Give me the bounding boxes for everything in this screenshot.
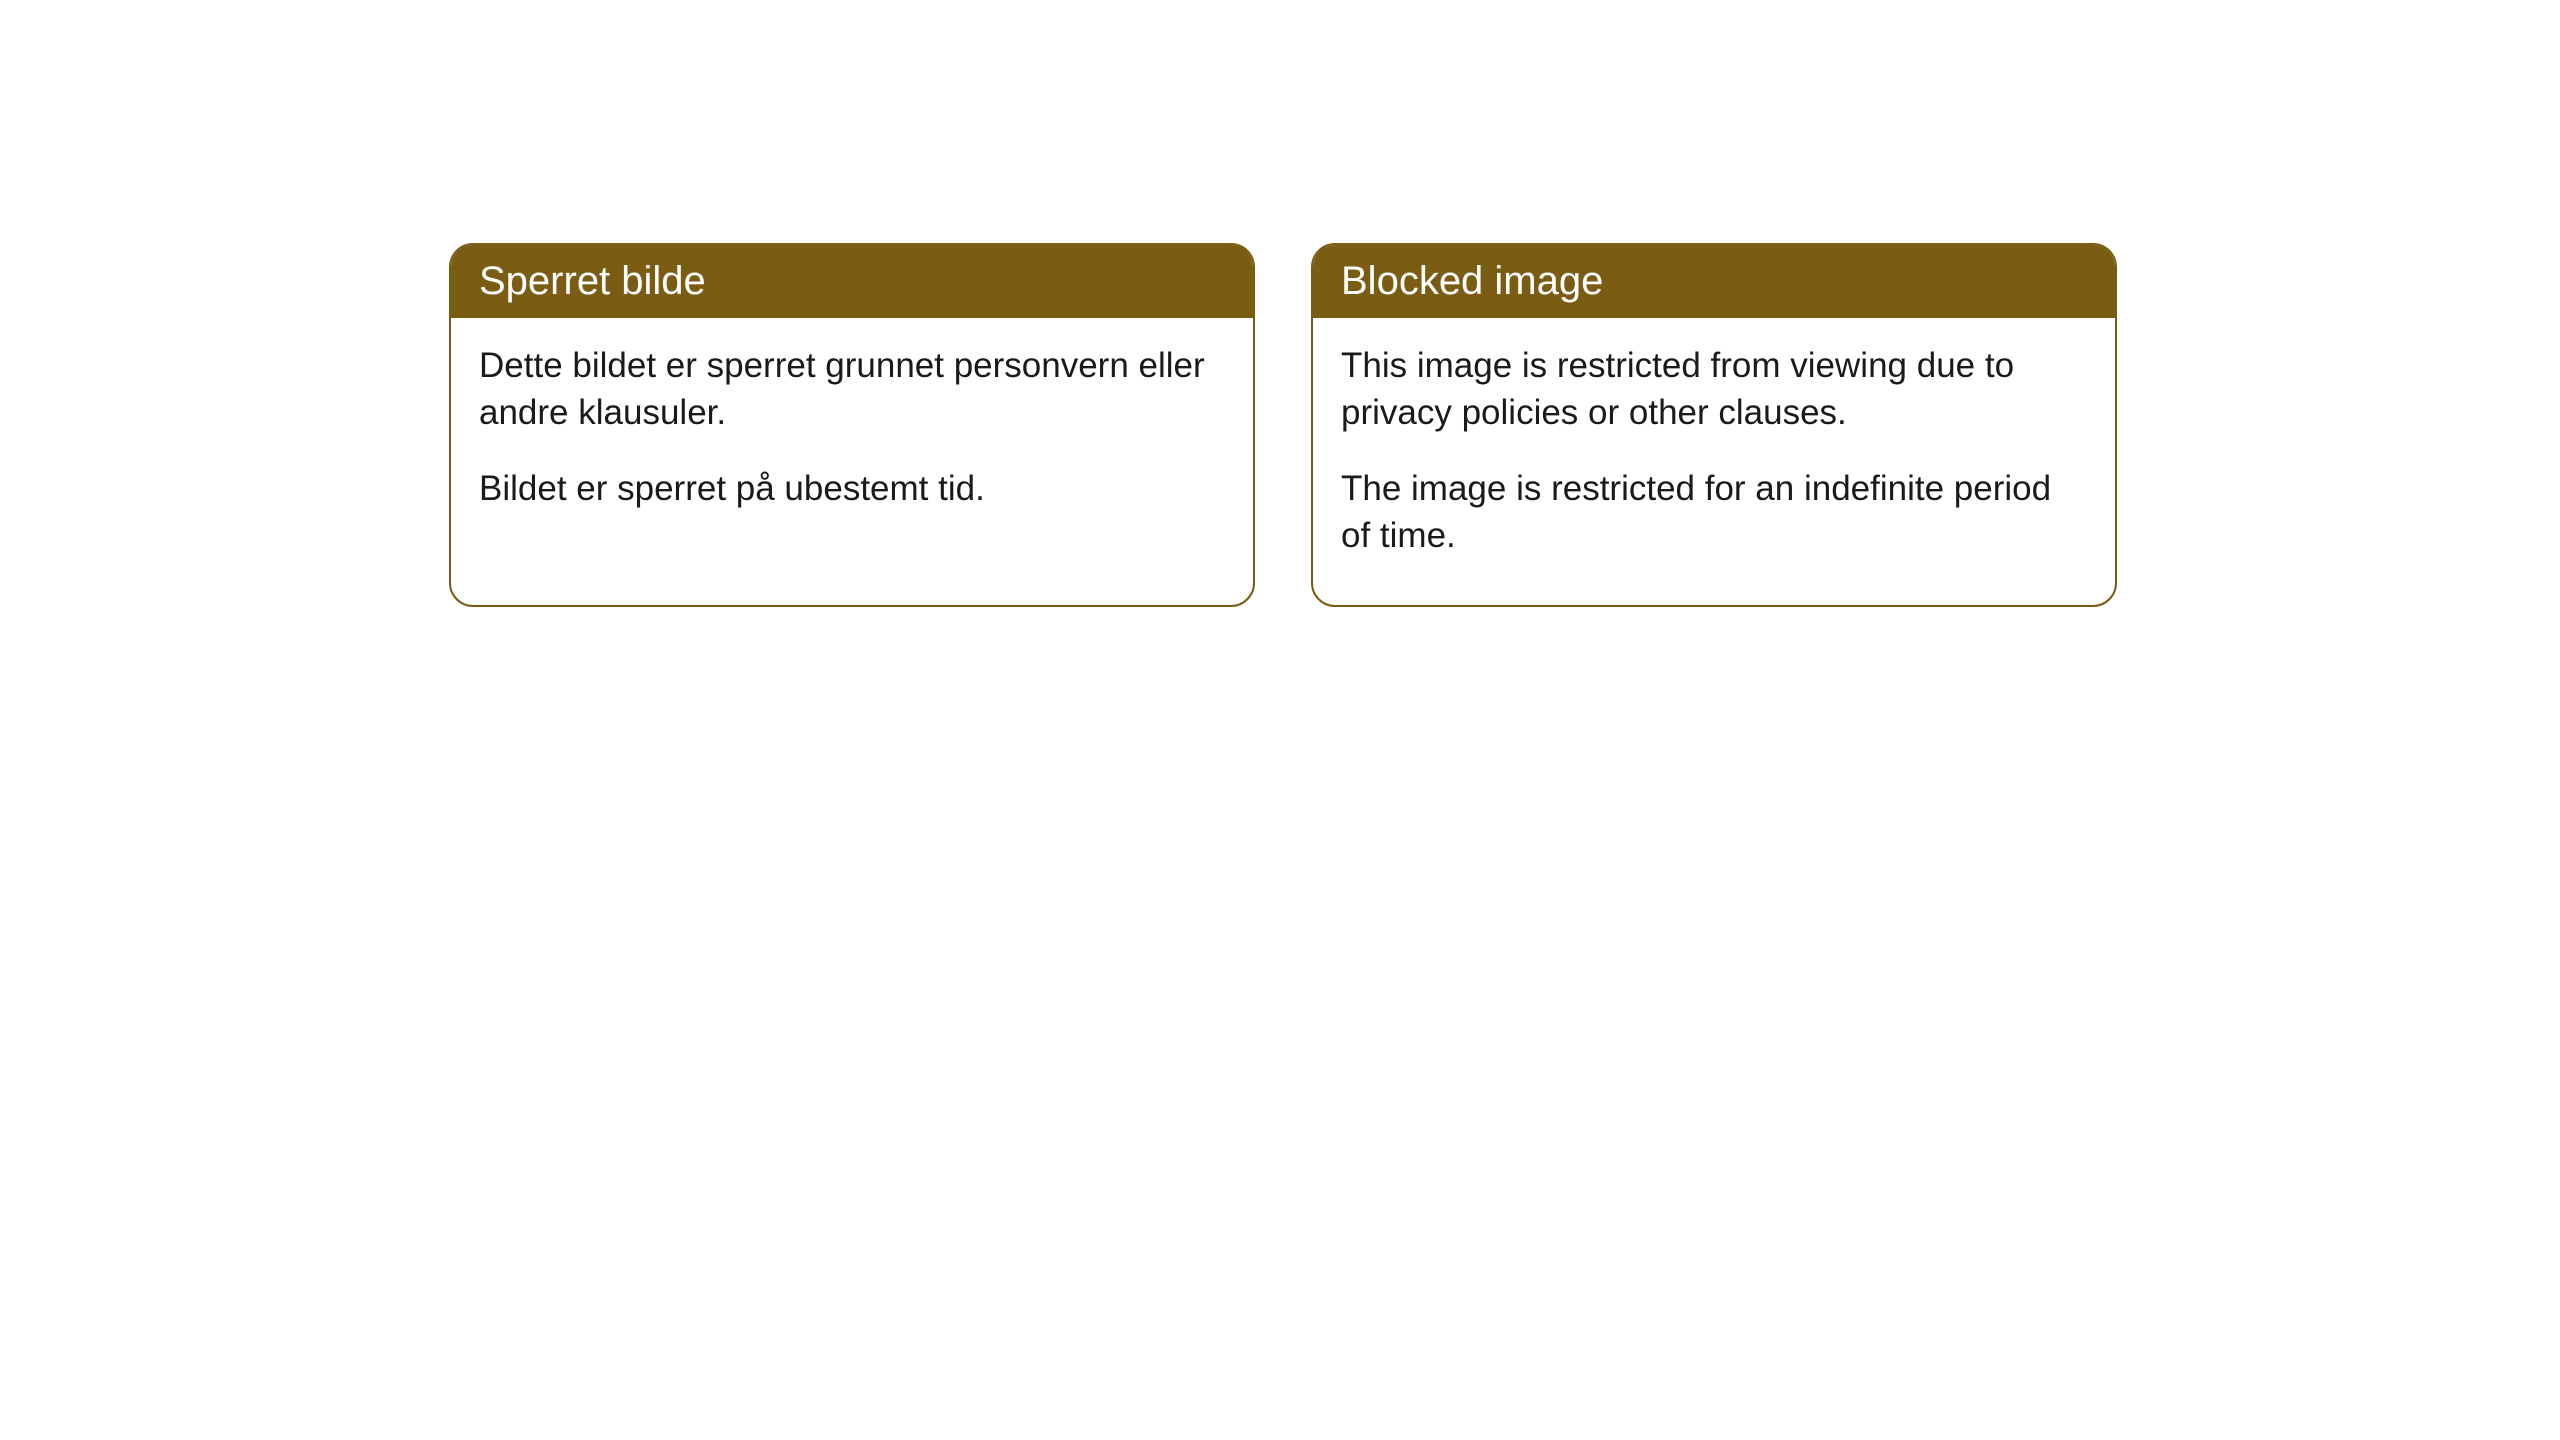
card-paragraph: This image is restricted from viewing du… [1341,342,2087,437]
card-body: This image is restricted from viewing du… [1313,318,2115,605]
notice-card-english: Blocked image This image is restricted f… [1311,243,2117,607]
card-header: Sperret bilde [451,245,1253,318]
card-title: Blocked image [1341,259,1603,303]
card-body: Dette bildet er sperret grunnet personve… [451,318,1253,558]
card-paragraph: Bildet er sperret på ubestemt tid. [479,465,1225,512]
card-title: Sperret bilde [479,259,706,303]
card-paragraph: Dette bildet er sperret grunnet personve… [479,342,1225,437]
notice-card-norwegian: Sperret bilde Dette bildet er sperret gr… [449,243,1255,607]
card-paragraph: The image is restricted for an indefinit… [1341,465,2087,560]
notice-cards-container: Sperret bilde Dette bildet er sperret gr… [449,243,2117,607]
card-header: Blocked image [1313,245,2115,318]
